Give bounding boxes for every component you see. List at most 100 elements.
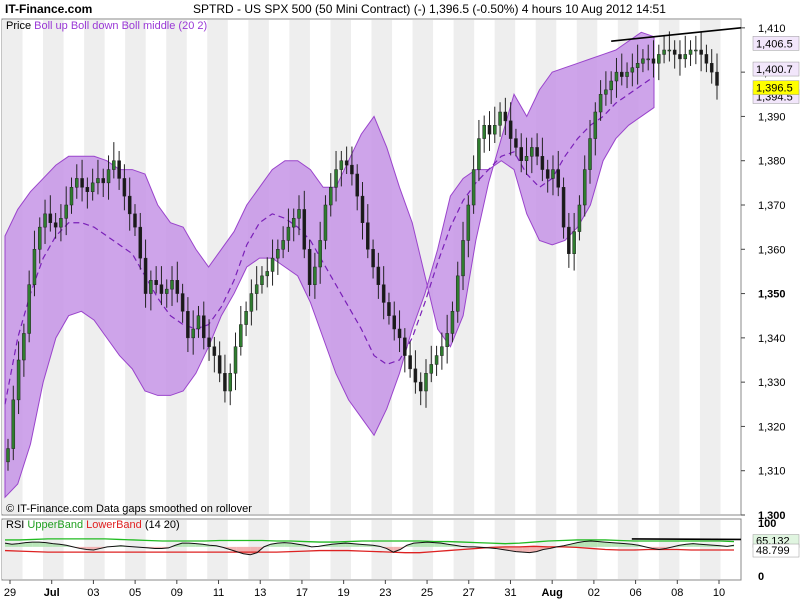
candle-body (69, 187, 74, 206)
x-tick-label: 23 (379, 587, 391, 599)
candle-body (344, 160, 349, 166)
candle-body (223, 373, 227, 392)
rsi-shade (529, 546, 537, 553)
candle-body (593, 111, 598, 139)
candle-body (535, 147, 539, 157)
candle-body (715, 71, 719, 86)
candle-body (477, 138, 481, 170)
y-tick-label: 1,320 (758, 421, 786, 433)
candle-body (381, 284, 386, 303)
candle-body (32, 249, 37, 285)
candle-body (514, 138, 518, 148)
candle-body (59, 218, 63, 228)
rsi-shade (277, 542, 285, 547)
rsi-shade (393, 546, 401, 553)
tag-rsi-lower: 48.799 (756, 545, 790, 557)
rsi-legend: RSI UpperBand LowerBand (14 20) (6, 519, 180, 531)
tag-boll-mid: 1,400.7 (756, 64, 793, 76)
tag-rsi-lower-box (752, 543, 800, 558)
x-tick-label: 11 (213, 587, 224, 599)
y-tick-label: 1,380 (758, 156, 786, 168)
candle-body (16, 359, 21, 401)
day-stripe (494, 20, 516, 514)
rsi-shade (611, 542, 619, 547)
rsi-shade (32, 542, 40, 547)
candle-body (159, 284, 164, 294)
rsi-shade (25, 542, 33, 547)
day-stripe (658, 20, 680, 514)
candle-body (334, 169, 338, 188)
tag-boll-up: 1,406.5 (756, 38, 793, 50)
candle-body (418, 381, 423, 392)
x-tick-label: 10 (713, 587, 725, 599)
candle-body (667, 49, 672, 52)
candle-body (22, 333, 26, 361)
candle-body (678, 54, 682, 60)
day-stripe (43, 520, 64, 579)
candle-body (567, 226, 571, 254)
candle-body (191, 328, 195, 339)
candle-body (408, 355, 412, 370)
candle-body (662, 49, 666, 55)
y-tick-label: 1,310 (758, 466, 786, 478)
rsi-y-tick-label: 100 (758, 518, 776, 530)
candle-body (387, 302, 391, 316)
candle-body (80, 178, 84, 188)
candle-body (133, 213, 137, 228)
rsi-upper-band (5, 538, 735, 545)
candle-body (122, 178, 127, 197)
chart-title: SPTRD - US SPX 500 (50 Mini Contract) (-… (193, 2, 666, 16)
candle-body (672, 49, 677, 55)
bollinger-middle (4, 76, 655, 405)
y-tick-label: 1,340 (758, 333, 786, 345)
candle-body (143, 257, 148, 294)
candle-body (202, 315, 206, 339)
rsi-shade (243, 546, 251, 555)
day-stripe (617, 20, 639, 514)
rsi-shade (229, 546, 237, 552)
tag-boll-up-box (752, 36, 800, 51)
rsi-shade (515, 546, 523, 553)
day-stripe (125, 520, 146, 579)
candle-body (524, 156, 529, 161)
rsi-shade (536, 546, 544, 552)
candle-body (572, 231, 576, 254)
candle-body (307, 249, 312, 285)
candle-body (551, 169, 555, 179)
candle-body (609, 80, 613, 91)
price-legend: Price Boll up Boll down Boll middle (20 … (6, 20, 207, 32)
candle-body (48, 213, 53, 223)
candle-body (96, 178, 100, 184)
candle-body (239, 324, 243, 347)
rsi-shade (597, 541, 605, 547)
rsi-shade (590, 541, 598, 547)
candle-body (339, 160, 344, 170)
candle-body (657, 54, 661, 64)
trend-line (611, 27, 742, 42)
candle-body (154, 280, 158, 285)
day-stripe (166, 520, 187, 579)
candle-body (117, 160, 121, 179)
rsi-shade (413, 542, 421, 547)
candle-body (6, 448, 10, 463)
candle-body (694, 49, 698, 52)
rsi-shade (618, 543, 625, 547)
y-tick-label: 1,390 (758, 111, 786, 123)
candle-body (588, 138, 592, 170)
day-stripe (371, 520, 393, 579)
legend-price: Price (6, 20, 32, 32)
candle-body (620, 71, 624, 77)
candle-body (254, 284, 259, 294)
y-tick-label: 1,300 (758, 510, 786, 522)
candle-body (434, 355, 439, 365)
legend-rsi-params: (14 20) (144, 519, 180, 531)
candle-body (604, 89, 608, 95)
candle-body (487, 125, 492, 135)
x-tick-label: 25 (421, 587, 433, 599)
candle-body (376, 266, 381, 285)
rsi-shade (338, 543, 346, 547)
candle-body (329, 187, 333, 206)
candle-body (450, 311, 455, 334)
rsi-trend-line (631, 538, 742, 541)
rsi-shade (182, 543, 189, 547)
